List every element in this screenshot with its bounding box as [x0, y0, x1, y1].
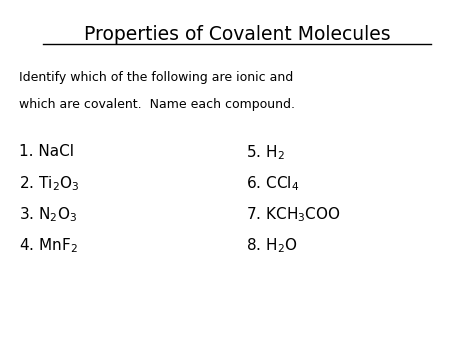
Text: 4. MnF$_{\mathregular{2}}$: 4. MnF$_{\mathregular{2}}$: [19, 236, 78, 255]
Text: 5. H$_{\mathregular{2}}$: 5. H$_{\mathregular{2}}$: [246, 144, 285, 163]
Text: 1. NaCl: 1. NaCl: [19, 144, 74, 159]
Text: Properties of Covalent Molecules: Properties of Covalent Molecules: [84, 25, 390, 44]
Text: 8. H$_{\mathregular{2}}$O: 8. H$_{\mathregular{2}}$O: [246, 236, 298, 255]
Text: 7. KCH$_{\mathregular{3}}$COO: 7. KCH$_{\mathregular{3}}$COO: [246, 205, 341, 224]
Text: 3. N$_{\mathregular{2}}$O$_{\mathregular{3}}$: 3. N$_{\mathregular{2}}$O$_{\mathregular…: [19, 205, 77, 224]
Text: Identify which of the following are ionic and: Identify which of the following are ioni…: [19, 71, 293, 84]
Text: 6. CCl$_{\mathregular{4}}$: 6. CCl$_{\mathregular{4}}$: [246, 175, 300, 193]
Text: which are covalent.  Name each compound.: which are covalent. Name each compound.: [19, 98, 295, 111]
Text: 2. Ti$_{\mathregular{2}}$O$_{\mathregular{3}}$: 2. Ti$_{\mathregular{2}}$O$_{\mathregula…: [19, 175, 79, 193]
